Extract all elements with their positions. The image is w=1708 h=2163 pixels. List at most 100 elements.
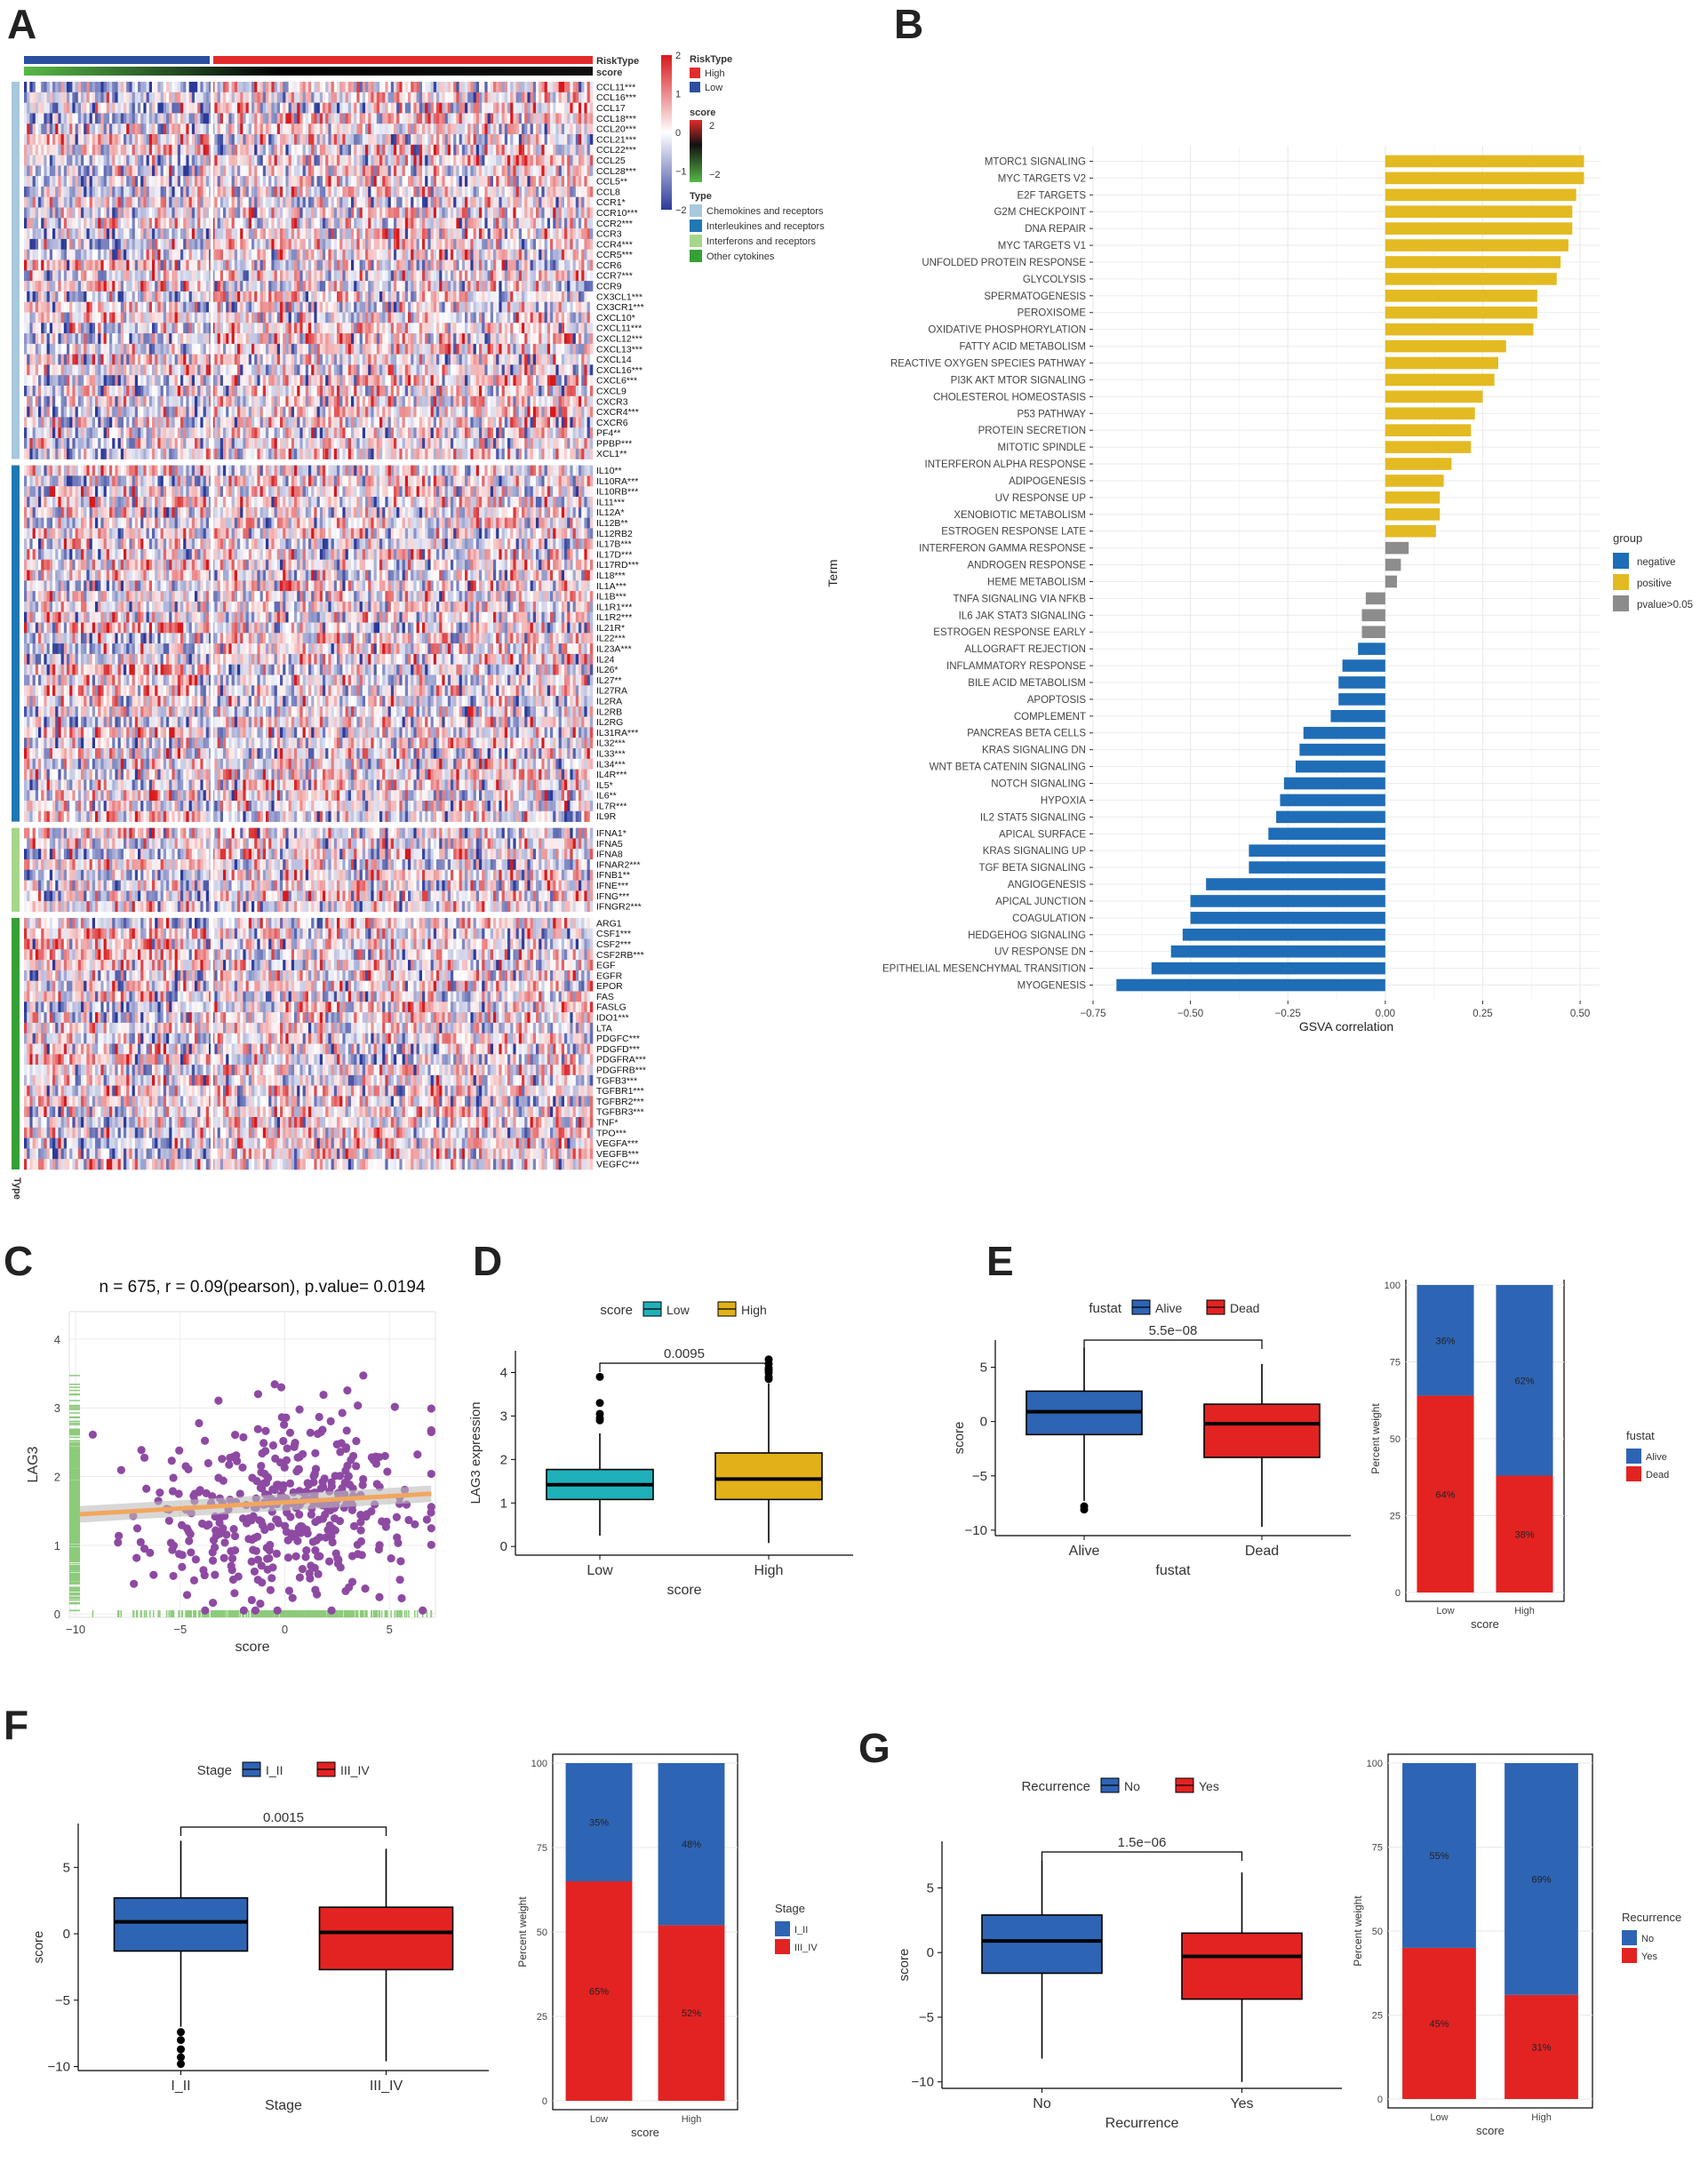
- heatmap-cell: [545, 145, 548, 156]
- heatmap-cell: [434, 145, 437, 156]
- heatmap-cell: [354, 113, 357, 124]
- heatmap-cell: [200, 281, 204, 291]
- heatmap-cell: [502, 323, 506, 333]
- heatmap-cell: [143, 187, 147, 197]
- heatmap-cell: [268, 208, 272, 219]
- heatmap-cell: [419, 250, 423, 260]
- heatmap-cell: [61, 228, 65, 239]
- heatmap-cell: [132, 270, 136, 281]
- heatmap-cell: [178, 313, 181, 323]
- heatmap-cell: [545, 260, 548, 271]
- heatmap-cell: [337, 260, 340, 271]
- heatmap-cell: [507, 113, 511, 124]
- heatmap-cell: [524, 113, 528, 124]
- heatmap-cell: [590, 218, 594, 228]
- heatmap-cell: [280, 103, 283, 114]
- heatmap-cell: [232, 313, 235, 323]
- heatmap-cell: [337, 250, 340, 260]
- heatmap-cell: [396, 323, 400, 333]
- heatmap-cell: [346, 313, 349, 323]
- heatmap-cell: [579, 197, 582, 208]
- heatmap-cell: [559, 156, 563, 166]
- heatmap-cell: [33, 124, 36, 134]
- heatmap-cell: [41, 134, 44, 145]
- heatmap-cell: [396, 270, 400, 281]
- heatmap-cell: [391, 208, 395, 219]
- heatmap-cell: [249, 260, 252, 271]
- heatmap-cell: [64, 113, 68, 124]
- heatmap-cell: [524, 260, 528, 271]
- heatmap-cell: [180, 92, 184, 103]
- heatmap-cell: [493, 145, 497, 156]
- heatmap-cell: [510, 165, 514, 176]
- heatmap-cell: [169, 250, 172, 260]
- heatmap-cell: [320, 92, 323, 103]
- heatmap-cell: [192, 270, 196, 281]
- heatmap-cell: [200, 260, 204, 271]
- heatmap-cell: [550, 323, 554, 333]
- heatmap-cell: [183, 156, 187, 166]
- heatmap-cell: [232, 124, 235, 134]
- heatmap-cell: [323, 302, 326, 313]
- heatmap-cell: [425, 103, 428, 114]
- heatmap-cell: [539, 113, 542, 124]
- heatmap-cell: [379, 165, 383, 176]
- heatmap-cell: [439, 134, 443, 145]
- heatmap-cell: [218, 156, 221, 166]
- heatmap-cell: [192, 103, 196, 114]
- heatmap-cell: [161, 124, 164, 134]
- heatmap-cell: [135, 82, 139, 92]
- heatmap-cell: [527, 176, 531, 187]
- heatmap-cell: [570, 323, 573, 333]
- heatmap-cell: [121, 113, 124, 124]
- heatmap-cell: [166, 165, 170, 176]
- heatmap-cell: [442, 145, 445, 156]
- heatmap-cell: [218, 134, 221, 145]
- heatmap-cell: [564, 134, 568, 145]
- heatmap-cell: [294, 302, 298, 313]
- heatmap-cell: [124, 145, 127, 156]
- heatmap-cell: [516, 124, 520, 134]
- heatmap-cell: [197, 333, 201, 344]
- heatmap-cell: [27, 228, 30, 239]
- heatmap-cell: [524, 208, 528, 219]
- heatmap-cell: [277, 323, 281, 333]
- heatmap-cell: [204, 145, 207, 156]
- heatmap-cell: [78, 103, 82, 114]
- heatmap-cell: [157, 197, 161, 208]
- heatmap-cell: [226, 313, 229, 323]
- heatmap-cell: [277, 228, 281, 239]
- heatmap-cell: [442, 134, 445, 145]
- heatmap-cell: [109, 103, 113, 114]
- heatmap-cell: [232, 239, 235, 250]
- heatmap-cell: [240, 218, 243, 228]
- heatmap-cell: [382, 218, 386, 228]
- heatmap-cell: [323, 103, 326, 114]
- heatmap-cell: [377, 250, 380, 260]
- heatmap-cell: [550, 176, 554, 187]
- heatmap-cell: [555, 218, 559, 228]
- heatmap-cell: [453, 291, 457, 302]
- heatmap-cell: [240, 281, 243, 291]
- heatmap-cell: [294, 197, 298, 208]
- heatmap-cell: [214, 145, 218, 156]
- heatmap-cell: [197, 239, 201, 250]
- heatmap-cell: [445, 134, 449, 145]
- heatmap-cell: [232, 134, 235, 145]
- heatmap-cell: [118, 134, 122, 145]
- heatmap-cell: [289, 113, 292, 124]
- heatmap-cell: [427, 92, 431, 103]
- heatmap-cell: [531, 313, 534, 323]
- heatmap-cell: [289, 218, 292, 228]
- heatmap-cell: [235, 156, 238, 166]
- heatmap-row: [24, 313, 593, 323]
- heatmap-cell: [126, 92, 130, 103]
- heatmap-cell: [257, 134, 260, 145]
- heatmap-cell: [516, 187, 520, 197]
- heatmap-cell: [408, 197, 411, 208]
- heatmap-cell: [445, 124, 449, 134]
- heatmap-cell: [474, 176, 477, 187]
- heatmap-cell: [275, 124, 278, 134]
- heatmap-cell: [442, 228, 445, 239]
- heatmap-cell: [510, 156, 514, 166]
